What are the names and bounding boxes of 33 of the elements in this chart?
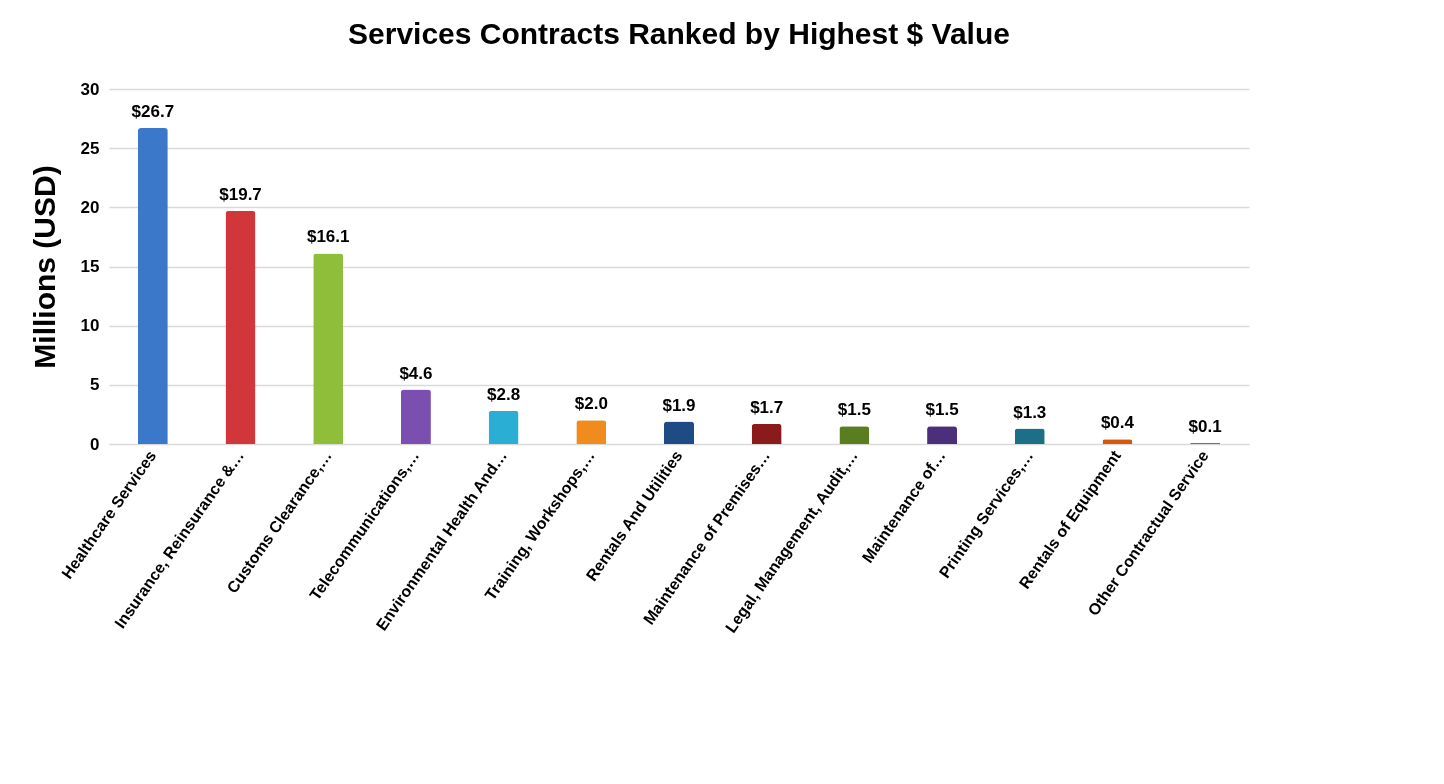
bar — [313, 253, 344, 444]
y-tick-label: 25 — [80, 138, 100, 158]
bar — [225, 210, 256, 444]
y-tick-label: 15 — [80, 257, 100, 276]
y-tick-label: 0 — [90, 434, 100, 454]
bar — [137, 128, 168, 444]
data-label: $16.1 — [306, 227, 350, 247]
data-label: $1.9 — [662, 395, 696, 415]
y-tick-label: 10 — [80, 316, 100, 336]
data-label: $2.8 — [487, 384, 521, 404]
bar — [927, 426, 958, 444]
data-label: $4.6 — [399, 363, 433, 383]
chart-title: Services Contracts Ranked by Highest $ Value — [348, 17, 1010, 50]
data-label: $1.5 — [837, 400, 871, 420]
bar — [1014, 428, 1045, 444]
data-label: $0.1 — [1188, 416, 1222, 436]
data-label: $2.0 — [574, 394, 608, 414]
bar — [839, 426, 870, 444]
y-tick-label: 30 — [80, 79, 100, 99]
data-label: $1.5 — [925, 400, 959, 420]
bar — [576, 420, 607, 444]
data-label: $19.7 — [219, 184, 262, 204]
data-label: $1.7 — [750, 397, 784, 417]
data-label: $1.3 — [1013, 402, 1047, 422]
data-label: $26.7 — [131, 102, 175, 122]
data-label: $0.4 — [1100, 413, 1135, 433]
bar — [664, 421, 694, 444]
y-tick-label: 5 — [90, 375, 100, 395]
bar — [488, 410, 519, 444]
y-axis-title: Millions (USD) — [27, 165, 61, 369]
bar — [751, 423, 782, 444]
bar — [400, 389, 431, 444]
y-tick-label: 20 — [80, 197, 100, 217]
